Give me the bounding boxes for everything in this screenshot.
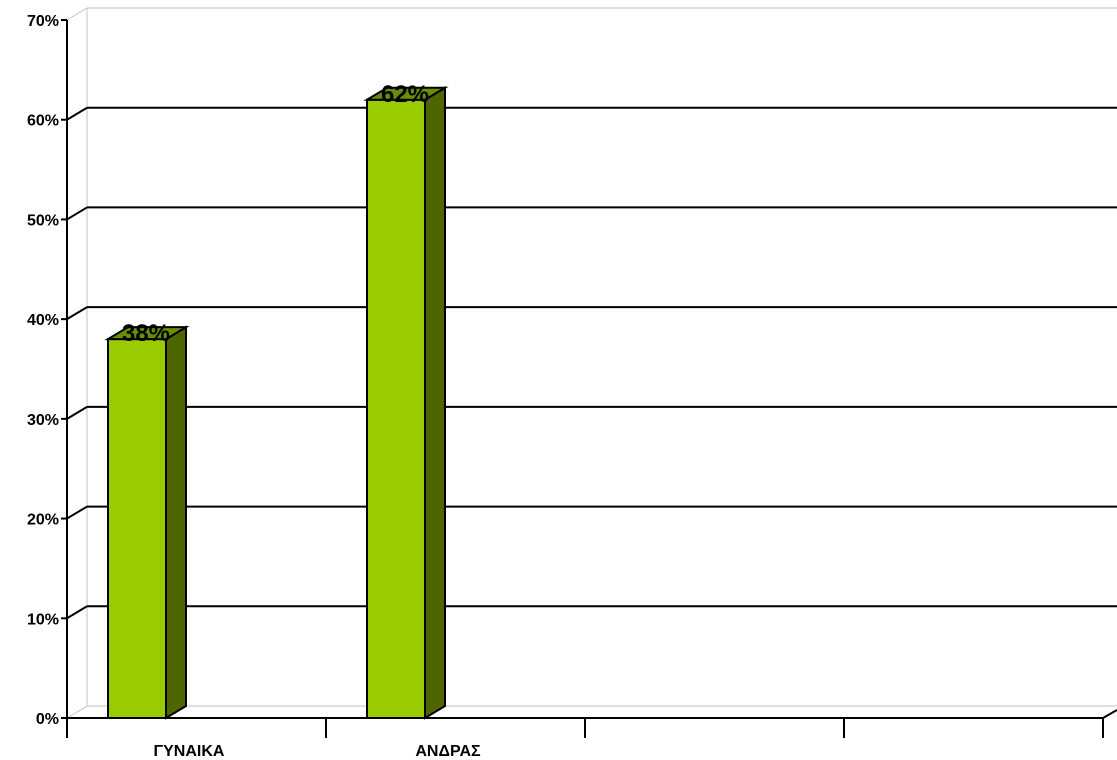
bar-top — [104, 326, 190, 341]
gridline-diag — [66, 306, 88, 321]
data-label: 62% — [381, 81, 429, 108]
y-tick-label: 50% — [27, 212, 59, 229]
gridline-diag — [66, 505, 88, 520]
bar-top — [363, 86, 449, 101]
bar-side — [165, 325, 187, 720]
wall-edge — [66, 7, 88, 21]
y-tick-label: 0% — [36, 711, 59, 728]
y-tick-label: 20% — [27, 512, 59, 529]
x-tick-label: ΓΥΝΑΙΚΑ — [154, 743, 225, 760]
bar — [107, 338, 167, 719]
y-tick-label: 60% — [27, 113, 59, 130]
gridline-diag — [66, 605, 88, 620]
x-tick-label: ΑΝΔΡΑΣ — [415, 743, 481, 760]
bar — [366, 98, 426, 720]
gridline-diag — [66, 405, 88, 420]
gridline-diag — [66, 106, 88, 121]
bar-side — [424, 86, 446, 720]
floor-edge — [66, 705, 88, 719]
y-tick-label: 70% — [27, 13, 59, 30]
x-axis-end — [1102, 709, 1117, 719]
data-label: 38% — [122, 320, 170, 347]
y-tick-label: 40% — [27, 312, 59, 329]
y-tick-label: 10% — [27, 611, 59, 628]
y-tick-label: 30% — [27, 412, 59, 429]
gridline-diag — [66, 206, 88, 221]
